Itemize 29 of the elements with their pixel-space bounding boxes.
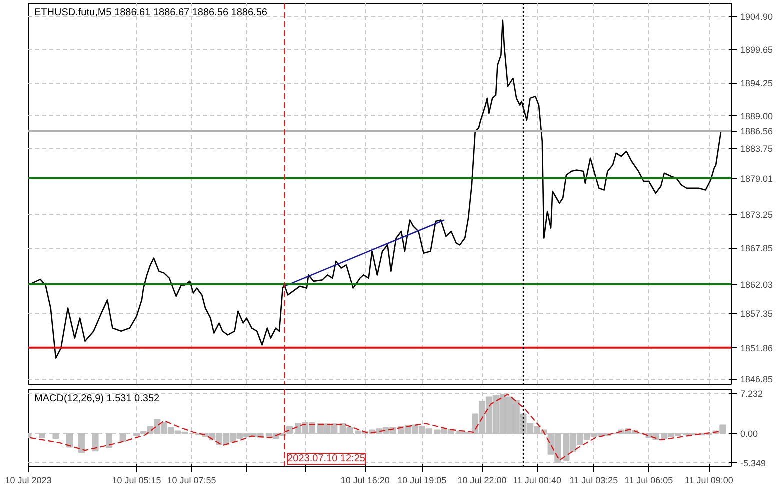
y-tick-label: 1889.00	[740, 111, 774, 122]
ref-line-label: 2023.07.10 12:25	[288, 454, 366, 464]
x-tick-label: 11 Jul 00:40	[513, 476, 562, 486]
y-tick-label: 1904.90	[740, 12, 774, 22]
y-tick-label: 7.232	[740, 389, 764, 400]
chart-title: MACD(12,26,9) 1.531 0.352	[34, 394, 160, 404]
y-tick-label: 1857.35	[740, 309, 774, 320]
ref-line-label: 1879.01	[740, 174, 774, 184]
x-tick-label: 10 Jul 22:00	[458, 476, 507, 486]
x-tick-label: 10 Jul 16:20	[340, 476, 390, 486]
ref-line-label: 1862.03	[740, 280, 774, 290]
y-tick-label: 1846.85	[740, 374, 774, 385]
x-tick-label: 11 Jul 09:00	[684, 476, 734, 486]
y-tick-label: 1899.65	[740, 44, 774, 55]
x-tick-label: 10 Jul 07:55	[167, 476, 216, 486]
y-tick-label: 0.00	[740, 429, 758, 439]
y-tick-label: -5.349	[740, 458, 766, 468]
x-tick-label: 10 Jul 19:05	[398, 476, 447, 486]
y-tick-label: 1894.25	[740, 78, 774, 89]
ref-line-label: 1851.86	[740, 343, 774, 354]
x-tick-label: 10 Jul 2023	[5, 476, 52, 486]
ref-line-label: 1886.56	[740, 126, 774, 137]
x-tick-label: 10 Jul 05:15	[112, 476, 162, 486]
y-tick-label: 1883.75	[740, 144, 774, 154]
y-tick-label: 1867.85	[740, 244, 774, 254]
x-tick-label: 11 Jul 06:05	[624, 476, 674, 486]
y-tick-label: 1873.25	[740, 210, 774, 220]
chart-title: ETHUSD.futu,M5 1886.61 1886.67 1886.56 1886.56	[34, 8, 268, 18]
x-tick-label: 11 Jul 03:25	[570, 476, 618, 486]
